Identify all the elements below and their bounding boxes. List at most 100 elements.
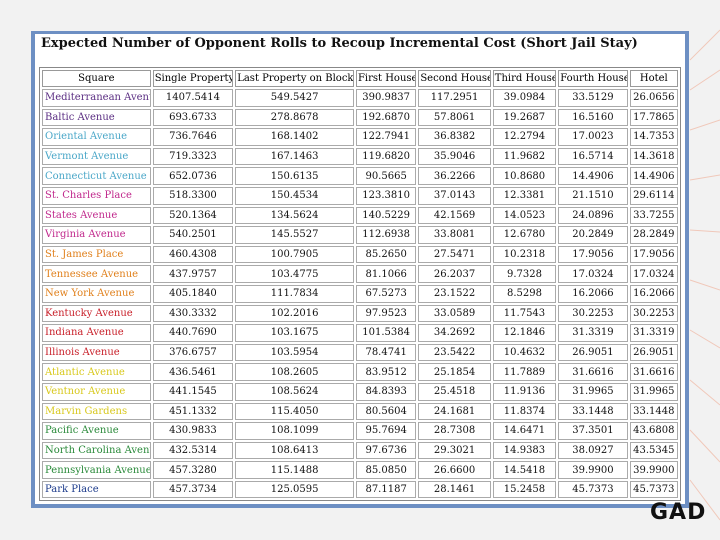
- value-cell: 33.1448: [558, 402, 628, 421]
- col-header-single-property: Single Property: [152, 70, 234, 87]
- table-row: New York Avenue 405.1840 111.7834 67.5273 23…: [42, 284, 678, 303]
- value-cell: 451.1332: [152, 402, 234, 421]
- value-cell: 37.3501: [558, 422, 628, 440]
- value-cell: 43.6808: [629, 422, 678, 440]
- value-cell: 115.1488: [235, 461, 354, 479]
- value-cell: 95.7694: [355, 422, 417, 440]
- value-cell: 14.5418: [492, 461, 557, 479]
- table-row: Mediterranean Avenue 1407.5414 549.5427 390…: [42, 89, 678, 107]
- table-row: Pacific Avenue 430.9833 108.1099 95.7694 28.…: [42, 422, 678, 440]
- value-cell: 17.0324: [629, 265, 678, 283]
- table-row: Atlantic Avenue 436.5461 108.2605 83.9512 25…: [42, 363, 678, 381]
- value-cell: 42.1569: [418, 206, 491, 225]
- value-cell: 441.1545: [152, 382, 234, 401]
- value-cell: 103.4775: [235, 265, 354, 283]
- value-cell: 25.4518: [418, 382, 491, 401]
- value-cell: 28.1461: [418, 480, 491, 499]
- page-title: Expected Number of Opponent Rolls to Rec…: [41, 36, 638, 51]
- value-cell: 78.4741: [355, 343, 417, 362]
- value-cell: 31.9965: [629, 382, 678, 401]
- value-cell: 36.8382: [418, 128, 491, 146]
- value-cell: 23.1522: [418, 284, 491, 303]
- value-cell: 304.6501: [153, 500, 234, 501]
- value-cell: 26.9051: [558, 343, 628, 362]
- value-cell: 278.8678: [235, 108, 354, 127]
- value-cell: 20.2849: [558, 226, 628, 244]
- value-cell: 10.4632: [492, 343, 557, 362]
- table-row: North Carolina Avenue 432.5314 108.6413 97.…: [42, 441, 678, 460]
- square-name-cell: Ventnor Avenue: [42, 382, 151, 401]
- square-name-cell: States Avenue: [42, 206, 151, 225]
- value-cell: 112.6938: [355, 226, 417, 244]
- data-table-container: Square Single Property Last Property on …: [39, 67, 681, 501]
- value-cell: 29.3021: [418, 441, 491, 460]
- col-header-second-house: Second House: [418, 70, 491, 87]
- value-cell: 11.9136: [492, 382, 557, 401]
- value-cell: 31.6616: [629, 363, 678, 381]
- value-cell: 1407.5414: [152, 89, 234, 107]
- square-name-cell: Indiana Avenue: [42, 324, 151, 342]
- value-cell: 405.1840: [152, 284, 234, 303]
- value-cell: 117.2951: [418, 89, 491, 107]
- value-cell: 101.5384: [355, 324, 417, 342]
- value-cell: 719.3323: [152, 147, 234, 166]
- value-cell: 430.3332: [152, 304, 234, 323]
- value-cell: 39.0984: [492, 89, 557, 107]
- square-name-cell: Tennessee Avenue: [42, 265, 151, 283]
- value-cell: 9.7328: [492, 265, 557, 283]
- value-cell: 693.6733: [152, 108, 234, 127]
- value-cell: 84.8393: [355, 382, 417, 401]
- value-cell: 390.9837: [355, 89, 417, 107]
- value-cell: 33.0589: [418, 304, 491, 323]
- value-cell: 457.3734: [152, 480, 234, 499]
- value-cell: 80.5604: [355, 402, 417, 421]
- value-cell: 12.1846: [492, 324, 557, 342]
- value-cell: 19.0406: [418, 500, 490, 501]
- value-cell: 17.0324: [558, 265, 628, 283]
- value-cell: 16.2066: [558, 284, 628, 303]
- value-cell: 518.3300: [152, 186, 234, 205]
- value-cell: 21.1510: [558, 186, 628, 205]
- value-cell: 31.3319: [558, 324, 628, 342]
- value-cell: 17.9056: [629, 245, 678, 264]
- value-cell: 16.5714: [558, 147, 628, 166]
- value-cell: 85.0850: [355, 461, 417, 479]
- value-cell: 8.5298: [492, 284, 557, 303]
- value-cell: 122.7941: [355, 128, 417, 146]
- value-cell: 134.5624: [235, 206, 354, 225]
- value-cell: 14.9383: [492, 441, 557, 460]
- square-name-cell: Boardwalk: [42, 500, 151, 501]
- value-cell: 103.1675: [235, 324, 354, 342]
- table-row: Virginia Avenue 540.2501 145.5527 112.6938 3…: [42, 226, 678, 244]
- value-cell: 11.8374: [492, 402, 557, 421]
- value-cell: 108.1099: [235, 422, 354, 440]
- value-cell: 140.5229: [355, 206, 417, 225]
- value-cell: 19.2687: [492, 108, 557, 127]
- table-row: Connecticut Avenue 652.0736 150.6135 90.566…: [42, 167, 678, 185]
- value-cell: 14.4906: [558, 167, 628, 185]
- value-cell: 97.6736: [355, 441, 417, 460]
- value-cell: 16.2066: [629, 284, 678, 303]
- value-cell: 67.5273: [355, 284, 417, 303]
- value-cell: 10.2318: [492, 245, 557, 264]
- col-header-first-house: First House: [355, 70, 417, 87]
- square-name-cell: Illinois Avenue: [42, 343, 151, 362]
- value-cell: 457.3280: [152, 461, 234, 479]
- value-cell: 167.1463: [235, 147, 354, 166]
- value-cell: 90.5665: [355, 167, 417, 185]
- value-cell: 102.2016: [235, 304, 354, 323]
- table-body: Mediterranean Avenue 1407.5414 549.5427 390…: [42, 89, 678, 501]
- square-name-cell: Baltic Avenue: [42, 108, 151, 127]
- value-cell: 432.5314: [152, 441, 234, 460]
- value-cell: 119.6820: [355, 147, 417, 166]
- value-cell: 12.3381: [492, 186, 557, 205]
- square-name-cell: Oriental Avenue: [42, 128, 151, 146]
- value-cell: 192.6870: [355, 108, 417, 127]
- value-cell: 81.1066: [355, 265, 417, 283]
- value-cell: 57.8061: [418, 108, 491, 127]
- square-name-cell: Atlantic Avenue: [42, 363, 151, 381]
- value-cell: 115.4050: [235, 402, 354, 421]
- square-name-cell: St. Charles Place: [42, 186, 151, 205]
- logo: GAD: [650, 500, 707, 525]
